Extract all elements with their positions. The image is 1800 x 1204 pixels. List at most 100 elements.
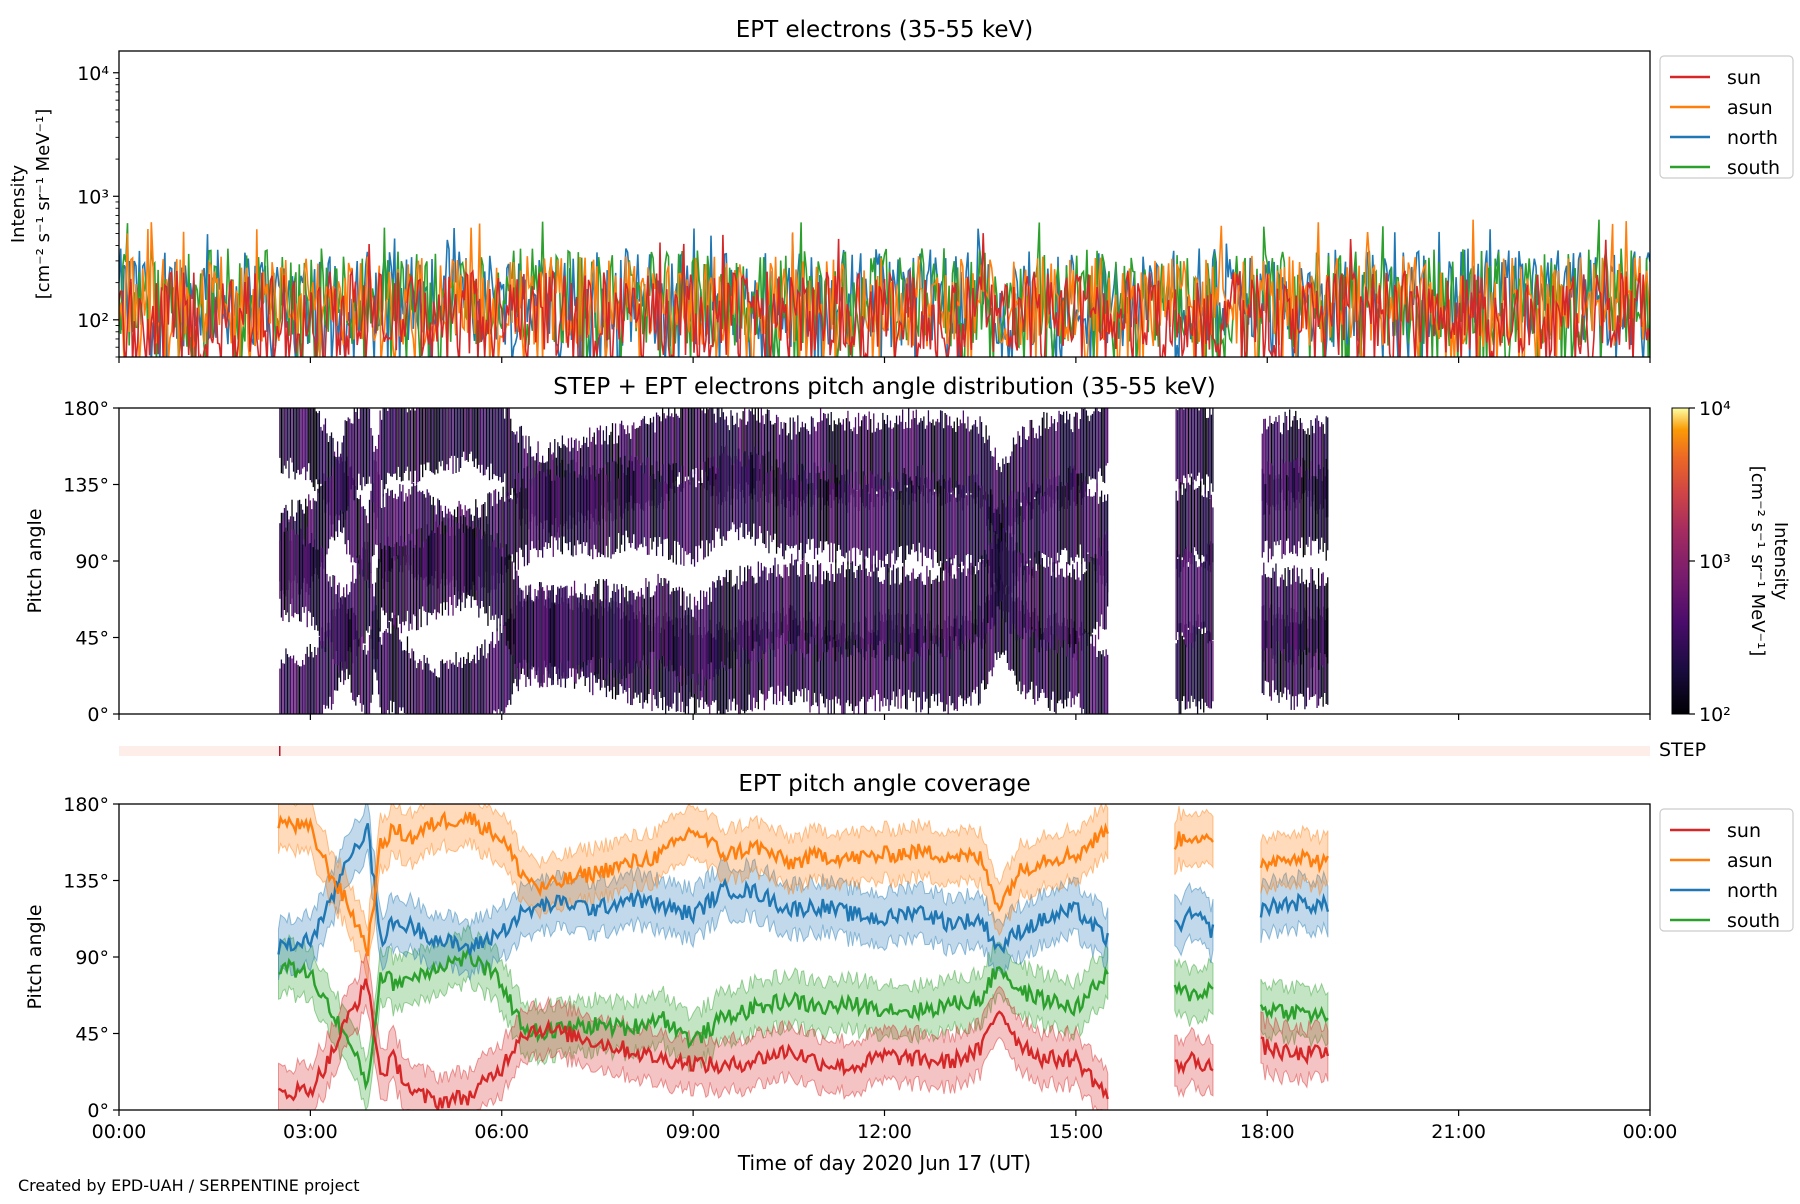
pad-heatmap-cell xyxy=(463,656,465,714)
pad-heatmap-cell xyxy=(672,588,674,672)
pad-heatmap-cell xyxy=(637,459,639,548)
pad-heatmap-cell xyxy=(312,657,314,714)
pad-heatmap-cell xyxy=(459,408,462,468)
legend-label-south: south xyxy=(1727,157,1780,179)
pad-heatmap-cell xyxy=(1079,489,1081,545)
pad-heatmap-cell xyxy=(1055,476,1057,564)
pad-heatmap-cell xyxy=(513,432,515,493)
pad-heatmap-cell xyxy=(836,424,838,497)
pad-heatmap-cell xyxy=(860,489,863,551)
pad-heatmap-cell xyxy=(939,485,942,561)
coverage-band-sun xyxy=(1174,1026,1214,1099)
pad-heatmap-cell xyxy=(420,528,422,628)
pad-heatmap-cell xyxy=(1269,577,1271,649)
pad-heatmap-cell xyxy=(484,639,486,714)
pad-heatmap-cell xyxy=(748,459,750,532)
pad-heatmap-cell xyxy=(906,614,908,710)
pad-heatmap-cell xyxy=(1264,484,1266,542)
pad-heatmap-cell xyxy=(317,549,319,631)
pad-heatmap-cell xyxy=(901,409,904,505)
pad-heatmap-cell xyxy=(522,590,524,669)
pad-heatmap-cell xyxy=(294,534,296,613)
pad-heatmap-cell xyxy=(576,477,579,541)
angle-ytick-label: 180° xyxy=(63,398,109,420)
pad-heatmap-cell xyxy=(434,668,436,714)
pad-heatmap-cell xyxy=(1053,562,1056,651)
pad-heatmap-cell xyxy=(716,467,718,532)
pad-heatmap-cell xyxy=(1107,408,1109,464)
pad-heatmap-cell xyxy=(906,427,908,486)
pad-heatmap-cell xyxy=(394,615,396,714)
pad-heatmap-cell xyxy=(1014,550,1016,629)
pad-heatmap-cell xyxy=(813,426,816,495)
pad-heatmap-cell xyxy=(877,630,879,695)
pad-heatmap-cell xyxy=(602,467,605,556)
pad-heatmap-cell xyxy=(785,472,787,551)
pad-heatmap-cell xyxy=(1052,423,1054,500)
coverage-line-asun xyxy=(277,810,1109,957)
pad-heatmap-cell xyxy=(958,484,960,568)
pad-heatmap-cell xyxy=(661,616,664,711)
pad-heatmap-cell xyxy=(681,587,684,686)
pad-heatmap-cell xyxy=(303,539,305,613)
pad-heatmap-cell xyxy=(763,456,766,545)
pad-heatmap-cell xyxy=(1078,577,1080,642)
pad-heatmap-cell xyxy=(616,584,618,678)
pad-heatmap-cell xyxy=(373,610,375,670)
pad-heatmap-cell xyxy=(1037,565,1039,638)
pad-heatmap-cell xyxy=(507,555,509,641)
pad-heatmap-cell xyxy=(520,589,523,668)
pad-heatmap-cell xyxy=(757,561,759,663)
pad-heatmap-cell xyxy=(932,472,934,568)
pad-heatmap-cell xyxy=(475,408,477,459)
pad-heatmap-cell xyxy=(1078,638,1080,694)
pad-heatmap-cell xyxy=(757,408,759,502)
pad-heatmap-cell xyxy=(640,588,643,669)
pad-heatmap-cell xyxy=(422,408,424,478)
pad-heatmap-cell xyxy=(880,429,882,490)
pad-heatmap-cell xyxy=(1192,482,1194,557)
pad-heatmap-cell xyxy=(381,419,383,480)
pad-heatmap-cell xyxy=(924,584,927,643)
pad-heatmap-cell xyxy=(1041,417,1043,510)
pad-heatmap-cell xyxy=(663,578,665,667)
pad-heatmap-cell xyxy=(973,624,975,690)
pad-heatmap-cell xyxy=(744,451,746,539)
pad-heatmap-cell xyxy=(1090,415,1092,480)
pad-heatmap-cell xyxy=(510,555,512,655)
pad-heatmap-cell xyxy=(283,408,286,466)
pad-heatmap-cell xyxy=(482,655,485,714)
pad-heatmap-cell xyxy=(748,409,750,497)
pad-heatmap-cell xyxy=(826,635,828,699)
pad-heatmap-cell xyxy=(971,474,974,576)
pad-heatmap-cell xyxy=(405,545,407,622)
pad-heatmap-cell xyxy=(1308,479,1311,537)
pad-heatmap-cell xyxy=(675,413,677,482)
coverage-xlabel: Time of day 2020 Jun 17 (UT) xyxy=(737,1151,1031,1175)
pad-heatmap-cell xyxy=(874,476,876,568)
pad-heatmap-cell xyxy=(730,410,732,505)
coverage-line-sun xyxy=(1174,1050,1214,1076)
pad-heatmap-cell xyxy=(346,421,348,511)
pad-heatmap-cell xyxy=(402,484,404,573)
pad-heatmap-cell xyxy=(399,408,401,477)
pad-heatmap-cell xyxy=(502,547,504,629)
pad-heatmap-cell xyxy=(1269,607,1271,697)
pad-heatmap-cell xyxy=(285,648,287,714)
pad-heatmap-cell xyxy=(511,499,513,555)
pad-heatmap-cell xyxy=(736,632,738,705)
pad-heatmap-cell xyxy=(901,566,904,662)
legend-label-asun: asun xyxy=(1727,97,1773,119)
pad-heatmap-cell xyxy=(324,555,327,652)
pad-heatmap-cell xyxy=(505,544,507,646)
pad-heatmap-cell xyxy=(393,547,395,626)
pad-heatmap-cell xyxy=(542,461,544,558)
pad-heatmap-cell xyxy=(1062,576,1065,641)
pad-heatmap-cell xyxy=(520,487,523,550)
pad-heatmap-cell xyxy=(315,501,317,568)
pad-heatmap-cell xyxy=(871,474,873,569)
pad-heatmap-cell xyxy=(1075,579,1077,644)
pad-heatmap-cell xyxy=(434,408,436,475)
